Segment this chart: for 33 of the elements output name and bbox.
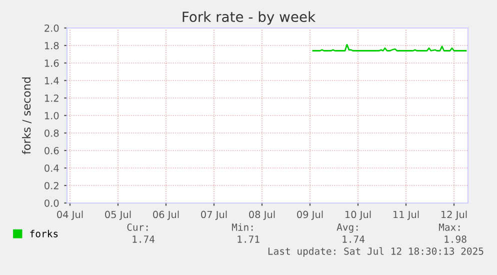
x-tick-label: 06 Jul [153,210,179,220]
y-tick-label: 0.4 [44,164,59,172]
x-tick-label: 12 Jul [441,210,467,220]
line-series [312,44,467,52]
y-tick-label: 0.2 [44,182,58,190]
y-tick-label: 1.4 [44,77,59,84]
y-tick-label: 1.6 [44,59,59,67]
text: Last update: Sat Jul 12 18:30:13 2025 [268,247,484,257]
x-tick-label: 05 Jul [105,210,131,220]
y-axis-title: forks / second [22,78,32,154]
text: 1.71 [238,236,260,243]
text: 1.74 [342,236,365,243]
y-tick-label: 0.0 [44,199,59,207]
y-tick-label: 2.0 [44,24,59,32]
text: 1.74 [132,236,155,243]
legend-label: forks [30,230,58,238]
text: Avg: [336,224,358,233]
text: Max: [438,224,460,231]
y-tick-label: 0.6 [44,146,59,154]
text: Min: [232,223,253,231]
y-tick-label: 0.8 [44,129,59,137]
x-tick-label: 10 Jul [345,210,371,220]
text: Cur: [127,223,148,231]
y-tick-label: 1.2 [44,94,58,102]
y-tick-label: 1.0 [44,112,59,120]
x-tick-label: 08 Jul [249,210,275,220]
chart-title: Fork rate - by week [182,11,316,25]
x-tick-label: 09 Jul [297,210,323,220]
x-tick-label: 04 Jul [57,210,83,220]
x-tick-label: 11 Jul [393,210,419,220]
x-tick-label: 07 Jul [201,210,227,220]
y-tick-label: 1.8 [44,42,59,50]
text: 1.98 [444,235,466,243]
